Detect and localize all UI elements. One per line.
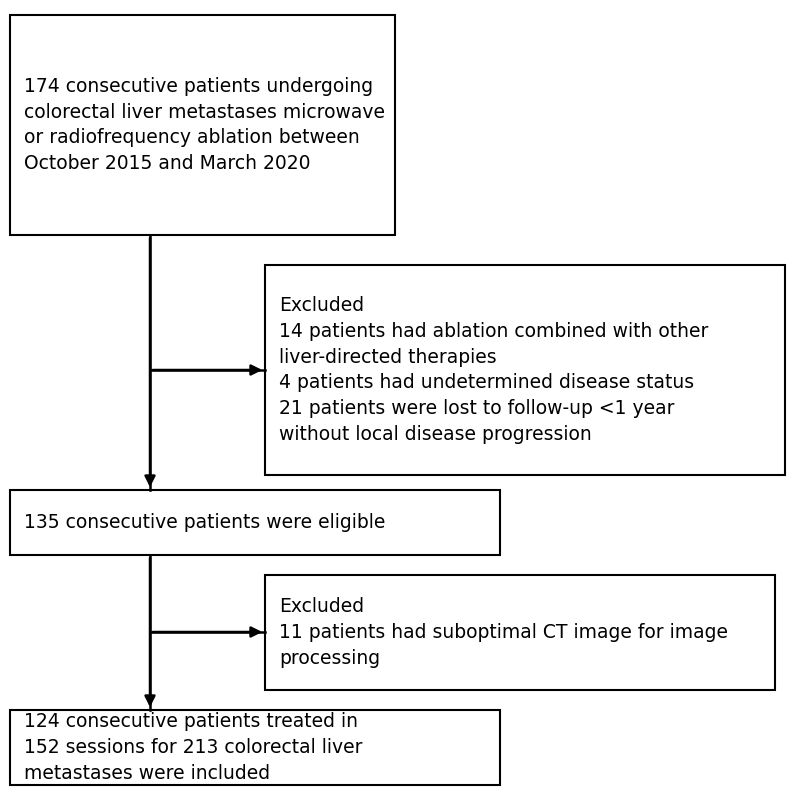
Text: 124 consecutive patients treated in
152 sessions for 213 colorectal liver
metast: 124 consecutive patients treated in 152 … bbox=[24, 713, 362, 783]
Bar bbox=[265, 265, 785, 475]
Bar bbox=[265, 575, 775, 690]
Text: Excluded
11 patients had suboptimal CT image for image
processing: Excluded 11 patients had suboptimal CT i… bbox=[279, 597, 728, 668]
Text: 174 consecutive patients undergoing
colorectal liver metastases microwave
or rad: 174 consecutive patients undergoing colo… bbox=[24, 77, 385, 173]
Bar bbox=[10, 15, 395, 235]
Text: Excluded
14 patients had ablation combined with other
liver-directed therapies
4: Excluded 14 patients had ablation combin… bbox=[279, 296, 708, 444]
Text: 135 consecutive patients were eligible: 135 consecutive patients were eligible bbox=[24, 513, 386, 532]
Bar bbox=[10, 710, 500, 785]
Bar bbox=[10, 490, 500, 555]
